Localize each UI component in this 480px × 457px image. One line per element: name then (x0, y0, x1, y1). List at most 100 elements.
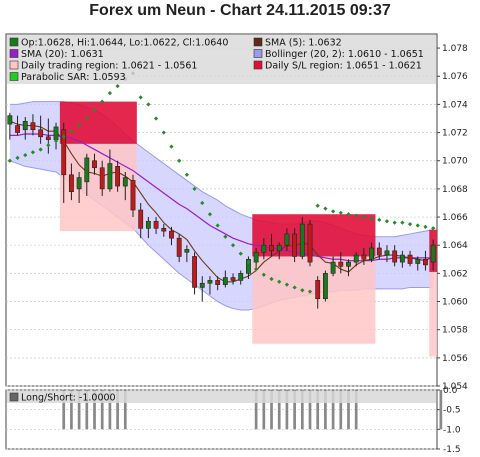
legend-swatch (9, 72, 19, 81)
y-tick-label: 1.066 (442, 213, 468, 223)
legend-label: SMA (20): 1.0631 (21, 49, 104, 60)
candle (392, 250, 398, 263)
y-tick-label: 1.058 (442, 326, 468, 336)
y-tick-label: 1.060 (442, 298, 468, 308)
candle (207, 280, 213, 284)
candle (115, 166, 121, 187)
sar-point (7, 158, 12, 163)
sar-point (277, 279, 282, 284)
legend-label: SMA (5): 1.0632 (265, 38, 342, 49)
long-short-bar (77, 390, 81, 430)
candle (30, 122, 36, 131)
long-short-bar (254, 390, 258, 430)
candle (92, 160, 97, 169)
candle (130, 180, 136, 211)
candle (138, 209, 144, 229)
sub-y-tick-label: 0.0 (443, 386, 458, 396)
sar-point (107, 91, 113, 96)
candle (376, 247, 382, 256)
sar-point (431, 226, 436, 231)
sar-point (377, 217, 382, 222)
candle (169, 230, 174, 239)
candle (399, 254, 405, 263)
sar-point (115, 83, 120, 89)
daily-trading-region (429, 271, 437, 357)
y-tick-label: 1.054 (442, 382, 468, 392)
candle (423, 258, 428, 266)
long-short-bar (123, 390, 127, 430)
sar-point (138, 95, 143, 100)
candle (315, 280, 321, 300)
candle (184, 249, 190, 253)
sar-point (338, 210, 343, 215)
candle (45, 136, 51, 140)
candle (222, 277, 228, 285)
candle (361, 254, 367, 260)
legend-label: Daily trading region: 1.0621 - 1.0561 (21, 61, 197, 72)
sar-point (346, 212, 351, 217)
daily-sl-region (59, 101, 137, 144)
long-short-bar (108, 390, 112, 430)
sar-point (92, 107, 97, 113)
candle (284, 233, 290, 246)
candle (330, 261, 336, 274)
sar-point (153, 116, 159, 121)
long-short-bar (339, 390, 343, 430)
chart-title: Forex um Neun - Chart 24.11.2015 09:37 (89, 2, 391, 19)
sar-point (161, 130, 166, 135)
long-short-bar (116, 390, 119, 430)
sar-point (407, 221, 413, 227)
candle (246, 258, 251, 274)
candle (346, 261, 351, 267)
sar-point (38, 147, 43, 152)
sar-point (200, 200, 205, 206)
long-short-bar (293, 390, 296, 430)
candle (199, 282, 205, 288)
long-short-bar (100, 390, 104, 430)
candle (384, 250, 390, 256)
long-short-bar (347, 390, 350, 430)
candle (192, 256, 197, 288)
long-short-bar (270, 390, 273, 430)
candle (153, 220, 159, 229)
candle (161, 228, 167, 232)
sub-legend-box (7, 391, 436, 403)
candle (299, 223, 305, 257)
candle (430, 244, 436, 263)
candle (38, 129, 44, 138)
y-tick-label: 1.070 (442, 157, 468, 167)
candle (230, 277, 236, 281)
y-tick-label: 1.072 (442, 129, 468, 139)
sar-point (100, 99, 105, 104)
sar-point (300, 288, 305, 293)
sar-point (177, 158, 182, 163)
candle (76, 177, 82, 190)
sar-point (400, 220, 405, 225)
sar-point (369, 216, 374, 221)
candle (261, 244, 267, 253)
long-short-bar (262, 390, 266, 430)
long-short-bar (93, 390, 96, 430)
sar-point (30, 150, 36, 155)
long-short-bar (62, 390, 66, 430)
sar-point (423, 224, 428, 230)
candle (176, 237, 182, 257)
candle (69, 174, 74, 192)
candle (7, 115, 13, 125)
sar-point (392, 220, 397, 225)
candle (353, 254, 359, 263)
legend-swatch (9, 49, 19, 58)
candle (253, 251, 259, 263)
sar-point (361, 214, 367, 220)
daily-trading-region (252, 256, 376, 344)
main-chart-panel: 1.054 1.056 1.058 1.060 1.062 1.064 1.066 1.068… (5, 33, 468, 392)
long-short-bar (85, 390, 89, 430)
sar-point (192, 186, 197, 192)
candle (369, 247, 374, 260)
legend-swatch (9, 37, 19, 47)
sar-point (284, 282, 290, 287)
sar-point (354, 213, 359, 218)
long-short-bar (277, 390, 281, 430)
candle (122, 177, 128, 187)
